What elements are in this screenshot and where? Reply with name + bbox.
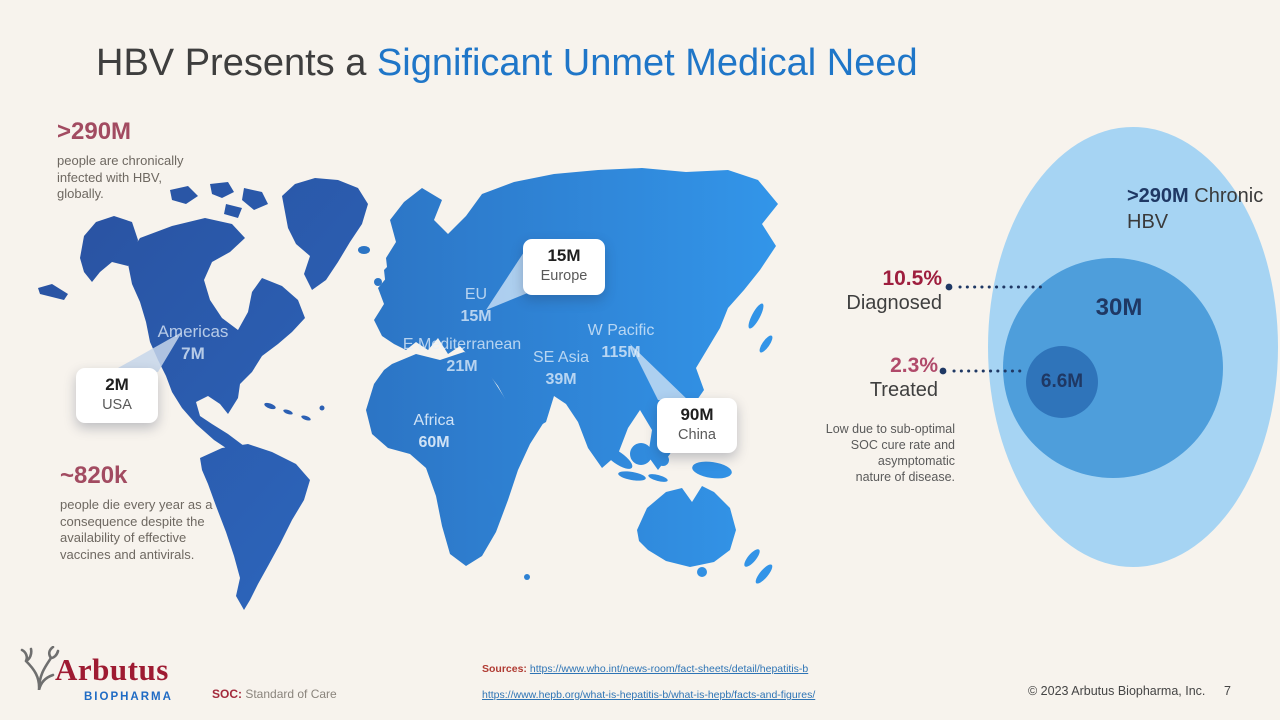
stat-infected-desc: people are chronically infected with HBV…: [57, 153, 184, 201]
arbutus-tree-icon: [20, 646, 60, 690]
label-total-chronic: >290M Chronic HBV: [1127, 185, 1264, 233]
world-map: [38, 168, 778, 610]
stat-deaths-desc: people die every year as a consequence d…: [60, 497, 213, 562]
map-label-africa: Africa 60M: [413, 412, 455, 451]
stat-infected: >290M people are chronically infected wi…: [57, 118, 209, 203]
usa-callout-pointer: [118, 332, 182, 372]
title-highlight: Significant Unmet Medical Need: [376, 42, 918, 84]
annotation-diagnosed: 10.5% Diagnosed: [846, 267, 942, 314]
dotted-connector-treated: [939, 367, 1028, 375]
callout-china: 90M China: [657, 398, 737, 453]
map-label-w-pacific: W Pacific 115M: [587, 322, 655, 361]
europe-callout-pointer: [486, 252, 530, 310]
arbutus-logo-name: Arbutus: [55, 652, 169, 687]
dotted-connector-diagnosed: [945, 283, 1047, 291]
stat-deaths-value: ~820k: [60, 462, 128, 489]
source-link-hepb[interactable]: https://www.hepb.org/what-is-hepatitis-b…: [482, 689, 816, 701]
annotation-treated: 2.3% Treated: [869, 354, 938, 401]
treated-note: Low due to sub-optimal SOC cure rate and…: [825, 422, 955, 484]
map-label-americas: Americas 7M: [157, 322, 229, 363]
soc-label: SOC:: [212, 687, 242, 701]
arbutus-logo-subtitle: BIOPHARMA: [84, 691, 173, 703]
map-label-se-asia: SE Asia 39M: [532, 349, 590, 388]
copyright: © 2023 Arbutus Biopharma, Inc.: [1028, 684, 1206, 698]
sources-line-1: Sources: https://www.who.int/news-room/f…: [482, 663, 808, 675]
china-callout-pointer: [630, 344, 690, 402]
label-treated-value: 6.6M: [1040, 371, 1084, 392]
page-title: HBV Presents a Significant Unmet Medical…: [96, 42, 918, 85]
label-diagnosed-value: 30M: [1095, 294, 1143, 321]
continent-americas: [38, 178, 368, 610]
sources-line-2: https://www.hepb.org/what-is-hepatitis-b…: [482, 689, 815, 701]
soc-text: Standard of Care: [242, 687, 337, 701]
title-prefix: HBV Presents a: [96, 42, 377, 84]
map-label-eu: EU 15M: [460, 286, 492, 325]
source-link-who[interactable]: https://www.who.int/news-room/fact-sheet…: [529, 663, 809, 675]
circle-treated: [1026, 346, 1098, 418]
stat-deaths: ~820k people die every year as a consequ…: [60, 462, 230, 563]
map-label-e-mediterranean: E Mediterranean 21M: [402, 336, 522, 375]
callout-usa: 2M USA: [76, 368, 158, 423]
callout-europe: 15M Europe: [523, 239, 605, 295]
sources-label: Sources:: [482, 663, 530, 675]
soc-definition: SOC: Standard of Care: [212, 687, 337, 701]
stat-infected-value: >290M: [57, 118, 132, 145]
page-number: 7: [1224, 684, 1231, 698]
